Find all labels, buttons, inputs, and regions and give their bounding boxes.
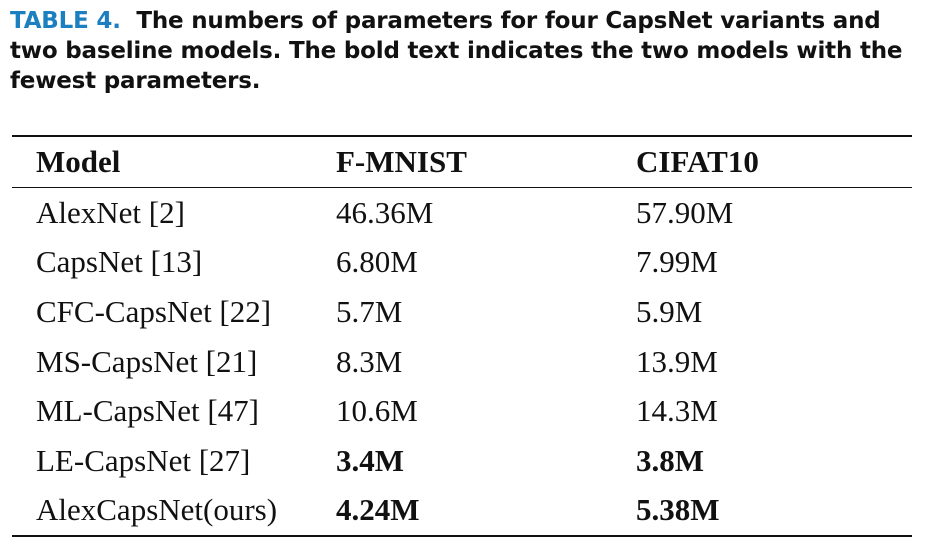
table-row: AlexNet [2] 46.36M 57.90M <box>12 188 912 238</box>
table-caption-text: The numbers of parameters for four CapsN… <box>10 8 903 94</box>
cell-fmnist-highlight: 3.4M <box>336 442 405 478</box>
cell-fmnist: 5.7M <box>336 293 403 329</box>
header-cifar: CIFAT10 <box>636 144 759 179</box>
cell-model: LE-CapsNet [27] <box>36 442 251 478</box>
cell-cifar: 13.9M <box>636 343 718 379</box>
table-row: ML-CapsNet [47] 10.6M 14.3M <box>12 386 912 436</box>
table-caption: TABLE 4. The numbers of parameters for f… <box>10 6 915 96</box>
table-header-row: Model F-MNIST CIFAT10 <box>12 136 912 188</box>
cell-fmnist-highlight: 4.24M <box>336 492 420 528</box>
header-model: Model <box>36 144 121 179</box>
cell-cifar: 5.9M <box>636 293 703 329</box>
cell-cifar: 57.90M <box>636 194 734 230</box>
table-row: LE-CapsNet [27] 3.4M 3.8M <box>12 436 912 486</box>
cell-model: CFC-CapsNet [22] <box>36 293 272 329</box>
table-caption-label: TABLE 4. <box>10 8 121 34</box>
cell-cifar-highlight: 5.38M <box>636 492 720 528</box>
cell-fmnist: 6.80M <box>336 244 418 280</box>
header-fmnist: F-MNIST <box>336 144 467 179</box>
cell-fmnist: 46.36M <box>336 194 434 230</box>
table-row: CFC-CapsNet [22] 5.7M 5.9M <box>12 287 912 337</box>
cell-model: MS-CapsNet [21] <box>36 343 258 379</box>
cell-model: CapsNet [13] <box>36 244 203 280</box>
table-row: AlexCapsNet(ours) 4.24M 5.38M <box>12 486 912 537</box>
cell-cifar: 7.99M <box>636 244 718 280</box>
cell-cifar: 14.3M <box>636 393 718 429</box>
parameters-table: Model F-MNIST CIFAT10 AlexNet [2] 46.36M… <box>12 135 912 537</box>
table-row: MS-CapsNet [21] 8.3M 13.9M <box>12 337 912 387</box>
table-row: CapsNet [13] 6.80M 7.99M <box>12 238 912 288</box>
cell-model: ML-CapsNet [47] <box>36 393 259 429</box>
cell-fmnist: 10.6M <box>336 393 418 429</box>
cell-fmnist: 8.3M <box>336 343 403 379</box>
cell-model: AlexNet [2] <box>36 194 185 230</box>
cell-cifar-highlight: 3.8M <box>636 442 705 478</box>
cell-model: AlexCapsNet(ours) <box>36 492 278 528</box>
